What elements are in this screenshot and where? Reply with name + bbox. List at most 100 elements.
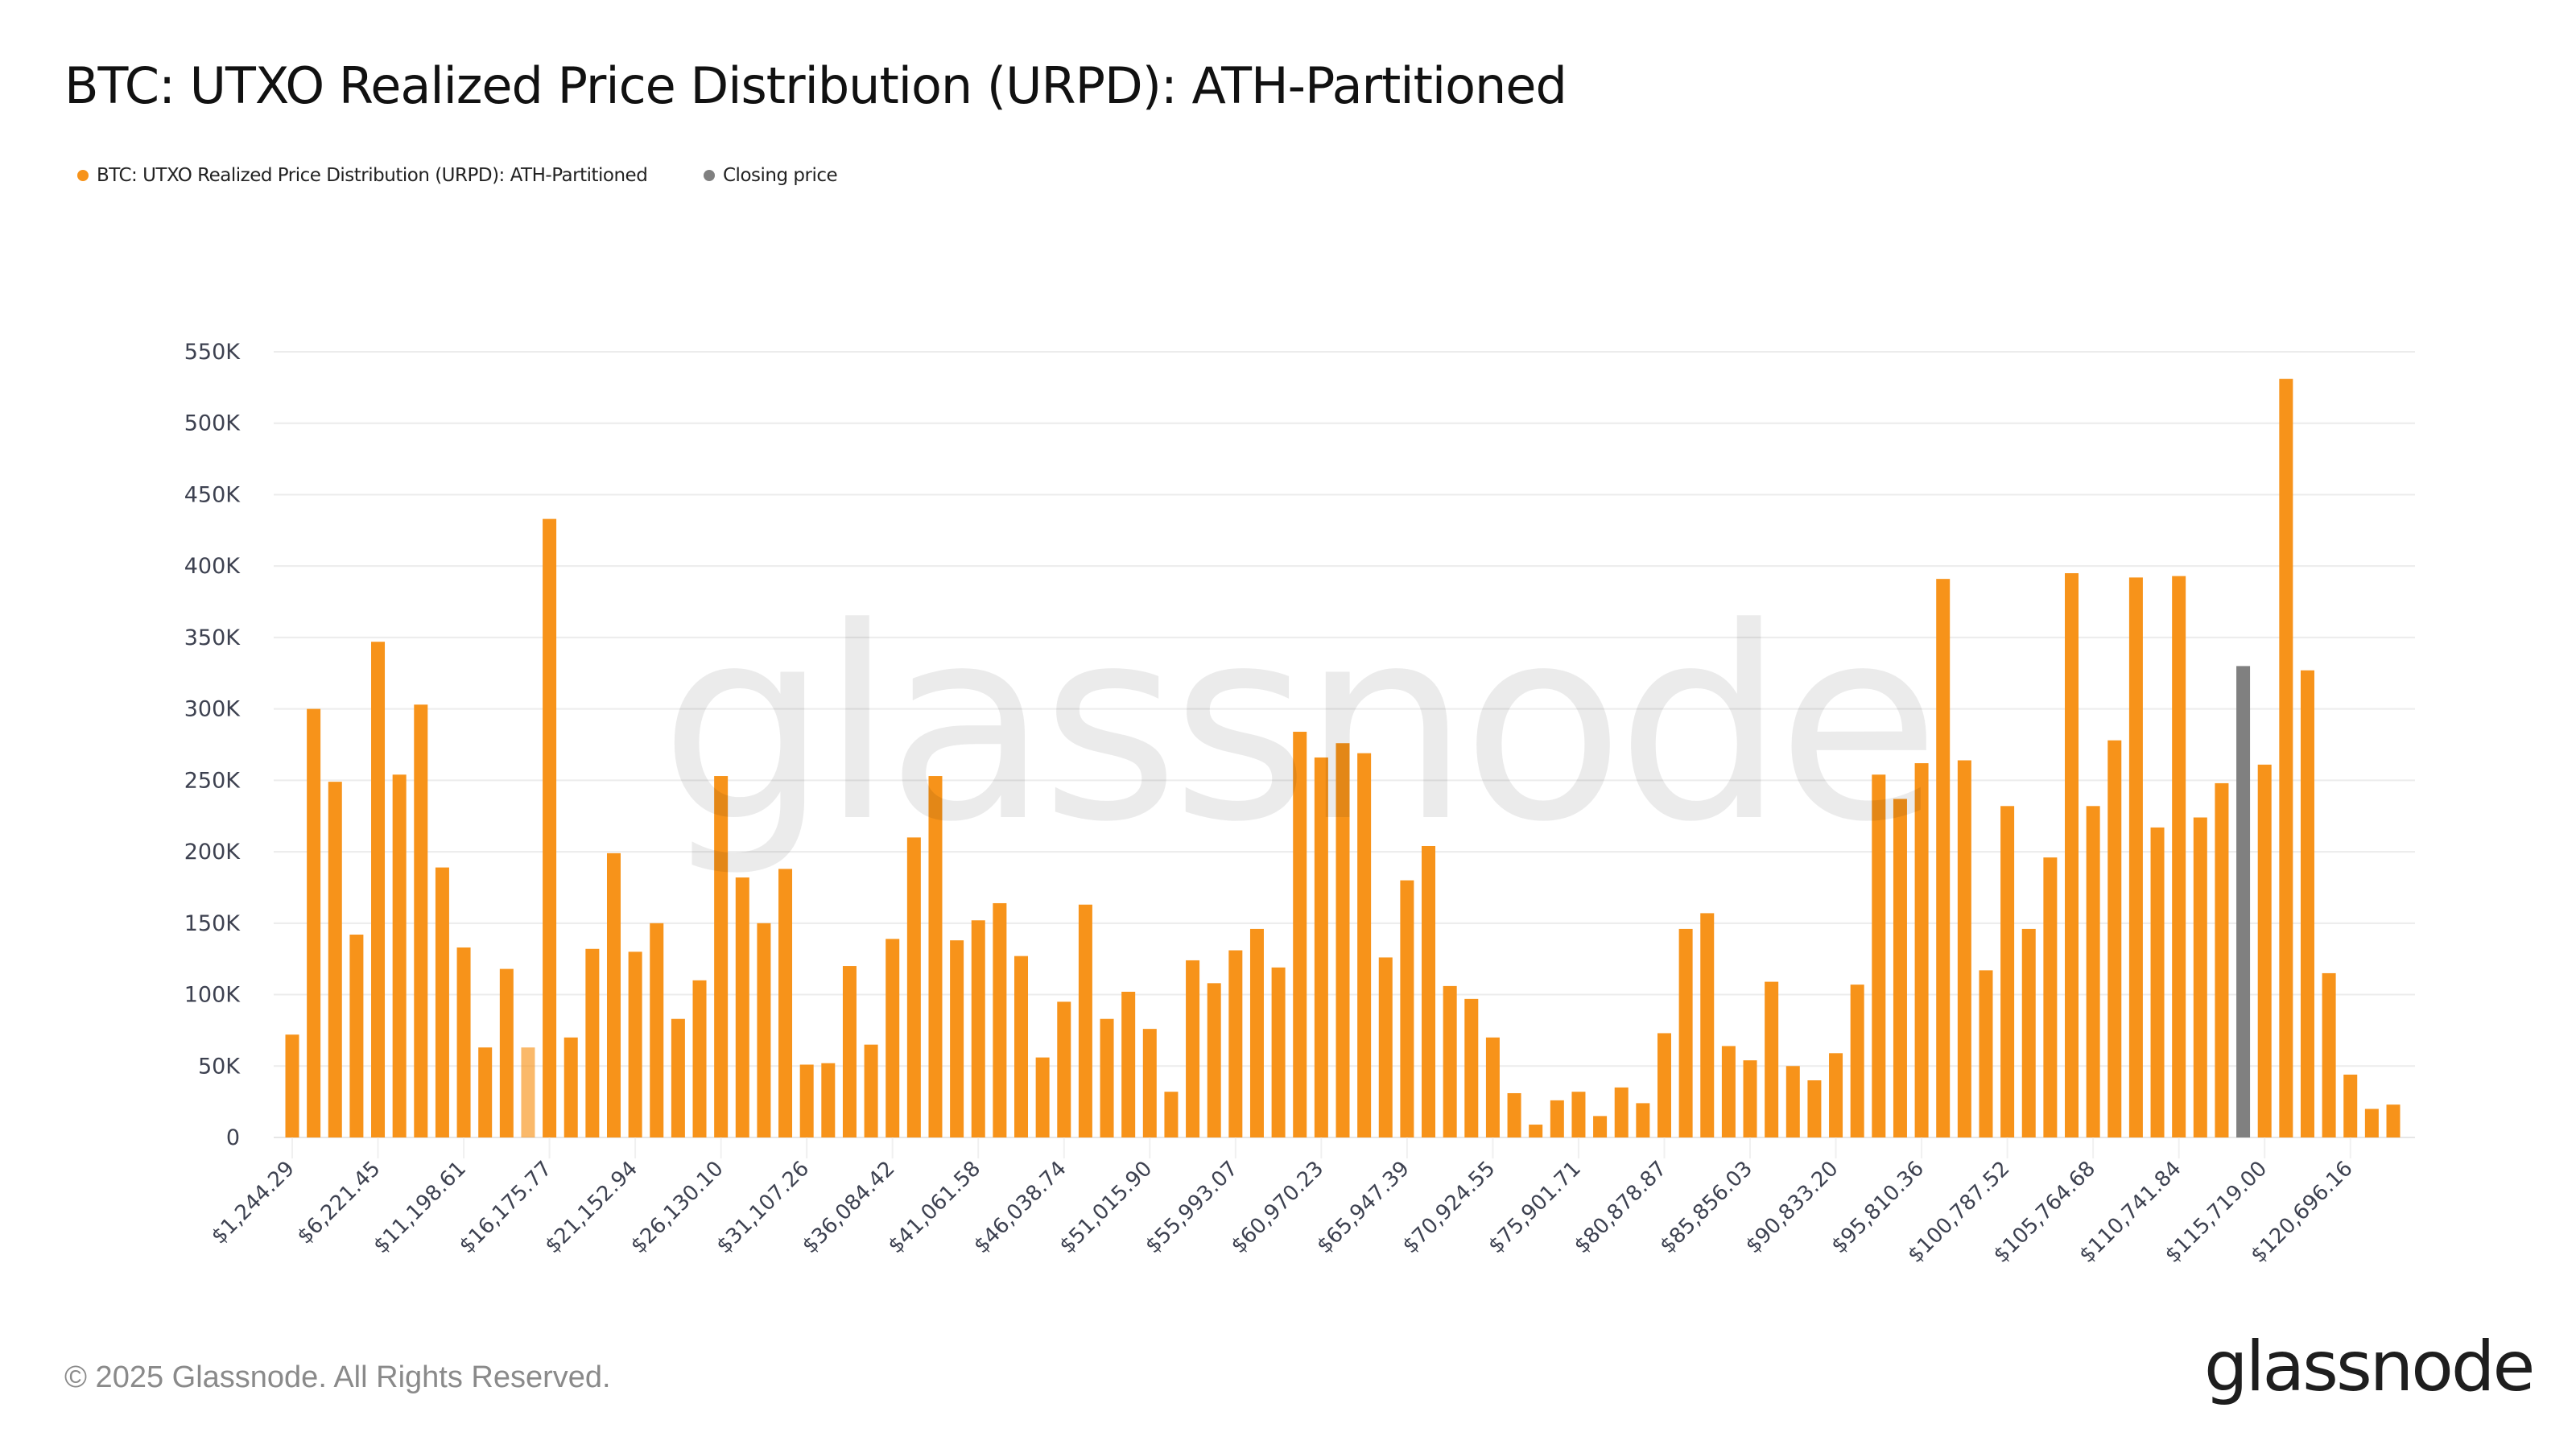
urpd-bar[interactable] bbox=[1636, 1103, 1650, 1137]
legend-item-closing-price[interactable]: Closing price bbox=[704, 165, 838, 186]
urpd-bar[interactable] bbox=[2322, 972, 2336, 1137]
urpd-bar[interactable] bbox=[2300, 670, 2314, 1137]
urpd-bar[interactable] bbox=[456, 947, 471, 1137]
urpd-bar[interactable] bbox=[1571, 1092, 1586, 1137]
urpd-bar[interactable] bbox=[1914, 763, 1929, 1137]
urpd-bar[interactable] bbox=[478, 1047, 493, 1137]
urpd-bar[interactable] bbox=[1357, 753, 1372, 1137]
urpd-bar[interactable] bbox=[993, 902, 1007, 1137]
urpd-bar[interactable] bbox=[499, 968, 514, 1137]
urpd-bar[interactable] bbox=[1293, 732, 1307, 1137]
urpd-bar[interactable] bbox=[2279, 378, 2293, 1137]
urpd-bar[interactable] bbox=[971, 920, 985, 1137]
urpd-bar[interactable] bbox=[821, 1063, 836, 1137]
urpd-bar[interactable] bbox=[1271, 967, 1286, 1137]
urpd-bar[interactable] bbox=[2150, 827, 2165, 1137]
urpd-bar[interactable] bbox=[1507, 1092, 1521, 1137]
urpd-bar[interactable] bbox=[2107, 740, 2122, 1137]
urpd-bar[interactable] bbox=[714, 776, 729, 1137]
urpd-bar[interactable] bbox=[1872, 774, 1886, 1137]
urpd-bar[interactable] bbox=[1464, 998, 1479, 1137]
urpd-bar[interactable] bbox=[1593, 1116, 1608, 1137]
urpd-bar[interactable] bbox=[842, 966, 857, 1137]
urpd-bar[interactable] bbox=[564, 1037, 578, 1137]
urpd-bar[interactable] bbox=[1529, 1125, 1543, 1137]
urpd-bar[interactable] bbox=[1057, 1001, 1071, 1137]
urpd-bar[interactable] bbox=[1249, 928, 1264, 1137]
urpd-bar[interactable] bbox=[692, 980, 707, 1137]
urpd-bar[interactable] bbox=[1936, 579, 1951, 1137]
urpd-bar[interactable] bbox=[735, 877, 749, 1137]
urpd-bar[interactable] bbox=[1443, 985, 1457, 1137]
urpd-bar[interactable] bbox=[1979, 970, 1993, 1137]
urpd-bar[interactable] bbox=[2386, 1104, 2401, 1137]
urpd-bar[interactable] bbox=[435, 867, 449, 1137]
urpd-bar[interactable] bbox=[328, 782, 342, 1137]
legend-item-urpd[interactable]: BTC: UTXO Realized Price Distribution (U… bbox=[77, 165, 648, 186]
urpd-bar[interactable] bbox=[1957, 760, 1971, 1137]
urpd-bar[interactable] bbox=[1721, 1046, 1736, 1137]
urpd-bar[interactable] bbox=[1765, 981, 1779, 1137]
urpd-bar[interactable] bbox=[886, 939, 900, 1137]
urpd-bar[interactable] bbox=[2343, 1074, 2358, 1137]
urpd-bar[interactable] bbox=[1700, 913, 1715, 1137]
urpd-bar[interactable] bbox=[1400, 880, 1414, 1137]
urpd-bar[interactable] bbox=[1850, 985, 1864, 1137]
urpd-bar[interactable] bbox=[1186, 960, 1200, 1137]
urpd-bar[interactable] bbox=[1335, 743, 1350, 1137]
urpd-bar[interactable] bbox=[1657, 1033, 1671, 1137]
urpd-bar[interactable] bbox=[628, 952, 642, 1137]
urpd-bar[interactable] bbox=[606, 852, 621, 1137]
urpd-bar[interactable] bbox=[1228, 950, 1243, 1137]
urpd-bar[interactable] bbox=[2257, 764, 2272, 1137]
urpd-bar[interactable] bbox=[1314, 757, 1328, 1137]
urpd-bar[interactable] bbox=[1422, 845, 1436, 1137]
urpd-bar[interactable] bbox=[1035, 1057, 1050, 1137]
urpd-bar[interactable] bbox=[2128, 577, 2143, 1137]
urpd-bar[interactable] bbox=[2086, 806, 2100, 1137]
urpd-bar[interactable] bbox=[1164, 1092, 1179, 1137]
urpd-bar[interactable] bbox=[1485, 1037, 1500, 1137]
urpd-bar[interactable] bbox=[392, 774, 407, 1137]
urpd-bar[interactable] bbox=[864, 1044, 878, 1137]
urpd-bar[interactable] bbox=[307, 708, 321, 1137]
urpd-bar[interactable] bbox=[1678, 928, 1693, 1137]
urpd-bar[interactable] bbox=[1100, 1018, 1114, 1137]
urpd-bar[interactable] bbox=[1614, 1087, 1629, 1137]
urpd-bar[interactable] bbox=[671, 1018, 685, 1137]
urpd-bar[interactable] bbox=[1121, 991, 1136, 1137]
urpd-bar[interactable] bbox=[1550, 1100, 1564, 1137]
urpd-bar[interactable] bbox=[2000, 806, 2015, 1137]
urpd-bar[interactable] bbox=[2021, 928, 2036, 1137]
urpd-bar[interactable] bbox=[928, 776, 943, 1137]
urpd-bar[interactable] bbox=[2364, 1108, 2379, 1137]
urpd-bar[interactable] bbox=[2193, 817, 2207, 1137]
urpd-bar[interactable] bbox=[543, 518, 557, 1137]
urpd-bar[interactable] bbox=[2172, 576, 2186, 1137]
urpd-bar[interactable] bbox=[2215, 782, 2229, 1137]
urpd-bar[interactable] bbox=[349, 935, 364, 1137]
closing-price-bar[interactable] bbox=[2236, 666, 2251, 1137]
urpd-bar[interactable] bbox=[1893, 799, 1907, 1137]
urpd-bar[interactable] bbox=[1378, 957, 1393, 1137]
urpd-bar[interactable] bbox=[414, 704, 428, 1137]
urpd-bar[interactable] bbox=[650, 923, 664, 1137]
urpd-bar[interactable] bbox=[585, 948, 600, 1137]
urpd-bar[interactable] bbox=[1743, 1060, 1757, 1137]
urpd-bar[interactable] bbox=[906, 837, 921, 1137]
urpd-bar[interactable] bbox=[285, 1034, 299, 1137]
urpd-bar[interactable] bbox=[1207, 983, 1221, 1137]
urpd-bar[interactable] bbox=[778, 869, 793, 1137]
urpd-bar[interactable] bbox=[1785, 1066, 1800, 1137]
urpd-bar[interactable] bbox=[2065, 573, 2079, 1137]
urpd-bar[interactable] bbox=[2043, 857, 2058, 1137]
urpd-bar[interactable] bbox=[371, 642, 386, 1137]
urpd-bar[interactable] bbox=[1807, 1080, 1822, 1137]
urpd-bar[interactable] bbox=[1142, 1029, 1157, 1137]
urpd-bar[interactable] bbox=[950, 940, 964, 1137]
urpd-bar[interactable] bbox=[521, 1047, 535, 1137]
urpd-bar[interactable] bbox=[757, 923, 771, 1137]
urpd-bar[interactable] bbox=[1829, 1053, 1843, 1137]
urpd-bar[interactable] bbox=[1014, 956, 1029, 1137]
urpd-bar[interactable] bbox=[1078, 904, 1092, 1137]
